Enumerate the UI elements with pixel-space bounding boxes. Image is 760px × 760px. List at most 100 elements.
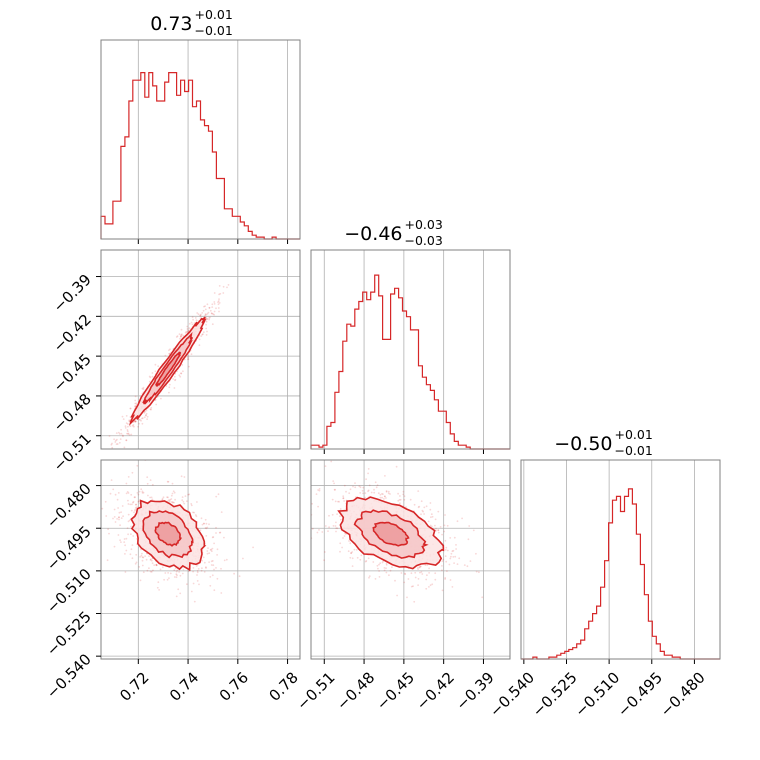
sample-point: [443, 530, 446, 533]
sample-point: [446, 549, 449, 552]
sample-point: [382, 493, 384, 495]
sample-point: [428, 586, 430, 588]
sample-point: [148, 567, 150, 570]
sample-point: [318, 529, 320, 531]
sample-point: [318, 488, 321, 490]
density-contour: [154, 351, 182, 387]
sample-point: [419, 565, 422, 568]
sample-point: [208, 307, 211, 309]
sample-point: [125, 537, 128, 540]
sample-point: [342, 497, 345, 500]
sample-point: [217, 307, 220, 309]
sample-point: [209, 549, 212, 551]
sample-point: [155, 564, 158, 566]
sample-point: [211, 536, 214, 539]
sample-point: [198, 338, 201, 341]
sample-point: [160, 397, 162, 400]
sample-point: [379, 496, 382, 499]
sample-point: [222, 285, 225, 288]
sample-point: [446, 524, 449, 527]
sample-point: [344, 532, 346, 535]
sample-point: [121, 454, 123, 456]
sample-point: [138, 422, 141, 425]
sample-point: [119, 524, 121, 527]
sample-point: [206, 318, 209, 320]
sample-point: [207, 547, 209, 549]
sample-point: [116, 438, 118, 441]
sample-point: [472, 529, 475, 532]
sample-point: [130, 433, 133, 436]
sample-point: [168, 386, 171, 389]
sample-point: [168, 349, 170, 352]
sample-point: [206, 552, 209, 555]
sample-point: [306, 544, 308, 546]
sample-point: [137, 500, 140, 503]
sample-point: [161, 497, 164, 500]
sample-point: [173, 491, 176, 494]
x-tick-label: −0.525: [529, 669, 581, 721]
sample-point: [339, 550, 341, 553]
sample-point: [338, 500, 340, 503]
sample-point: [204, 313, 207, 315]
sample-point: [195, 515, 198, 518]
sample-point: [113, 545, 116, 548]
sample-point: [127, 492, 130, 494]
sample-point: [351, 565, 354, 567]
sample-point: [135, 561, 138, 564]
sample-point: [169, 499, 172, 501]
sample-point: [142, 388, 145, 390]
sample-point: [362, 492, 364, 495]
sample-point: [413, 503, 416, 506]
param-title-3: −0.50: [554, 433, 612, 455]
sample-point: [108, 532, 110, 535]
sample-point: [183, 358, 186, 361]
sample-point: [134, 405, 137, 407]
sample-point: [424, 564, 427, 566]
sample-point: [379, 493, 382, 496]
sample-point: [141, 491, 144, 494]
y-tick-label: −0.495: [43, 522, 95, 574]
sample-point: [451, 550, 454, 553]
sample-point: [192, 511, 194, 514]
x-tick-label: −0.51: [293, 669, 338, 714]
sample-point: [190, 321, 193, 324]
sample-point: [206, 318, 208, 320]
sample-point: [389, 493, 391, 495]
sample-point: [317, 489, 319, 491]
sample-point: [456, 563, 459, 565]
sample-point: [192, 570, 195, 573]
sample-point: [154, 370, 157, 373]
sample-point: [106, 559, 109, 562]
sample-point: [165, 385, 168, 387]
sample-point: [127, 433, 129, 435]
sample-point: [429, 508, 432, 511]
sample-point: [429, 502, 432, 504]
sample-point: [127, 432, 130, 435]
y-tick-label: −0.45: [50, 350, 95, 395]
sample-point: [379, 562, 382, 565]
panel-frame: [310, 459, 511, 660]
sample-point: [365, 560, 368, 562]
sample-point: [128, 419, 131, 422]
x-tick-label: −0.45: [373, 669, 418, 714]
sample-point: [419, 565, 422, 568]
sample-point: [215, 526, 217, 529]
sample-point: [204, 518, 207, 521]
sample-point: [210, 560, 213, 563]
sample-point: [372, 561, 375, 563]
sample-point: [330, 460, 333, 463]
sample-point: [215, 532, 217, 534]
y-tick-label: −0.540: [43, 650, 95, 702]
sample-point: [350, 552, 353, 555]
sample-point: [133, 511, 135, 514]
title-upper-error: +0.01: [195, 7, 233, 22]
sample-point: [296, 468, 298, 470]
sample-point: [184, 331, 187, 334]
sample-point: [218, 285, 221, 287]
title-upper-error: +0.03: [405, 217, 443, 232]
sample-point: [180, 335, 183, 338]
sample-point: [410, 585, 413, 588]
sample-point: [128, 434, 131, 436]
sample-point: [203, 571, 206, 573]
sample-point: [139, 418, 141, 421]
